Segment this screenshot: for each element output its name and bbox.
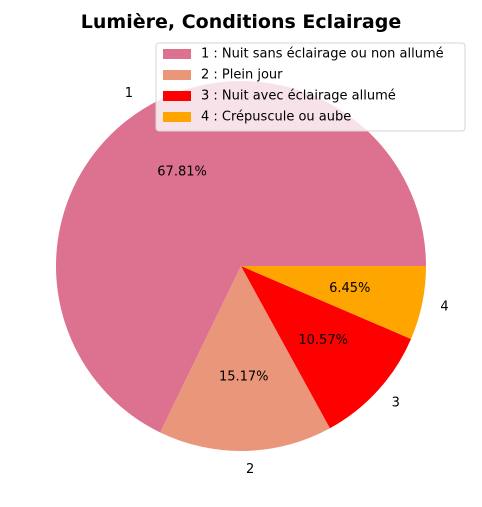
legend-label-1: 1 : Nuit sans éclairage ou non allumé	[201, 47, 444, 62]
legend-frame	[155, 42, 466, 132]
percent-labels: 67.81% 15.17% 10.57% 6.45%	[157, 164, 370, 384]
percent-label-2: 15.17%	[219, 369, 269, 384]
category-label-3: 3	[392, 395, 400, 410]
legend-label-3: 3 : Nuit avec éclairage allumé	[201, 89, 396, 104]
pie-slice-2	[160, 266, 330, 451]
pie-slice-4	[241, 266, 426, 339]
legend-label-2: 2 : Plein jour	[201, 68, 283, 83]
pie-slice-1	[55, 80, 426, 433]
legend-label-4: 4 : Crépuscule ou aube	[201, 110, 351, 125]
category-label-1: 1	[125, 86, 133, 101]
pie-slices	[55, 80, 426, 451]
category-label-2: 2	[246, 462, 254, 477]
legend-swatch-1	[163, 49, 191, 59]
percent-label-4: 6.45%	[329, 281, 370, 296]
legend-swatch-2	[163, 70, 191, 80]
legend: 1 : Nuit sans éclairage ou non allumé 2 :…	[155, 42, 466, 132]
legend-swatch-4	[163, 112, 191, 122]
percent-label-3: 10.57%	[298, 333, 348, 348]
category-labels: 1 2 3 4	[125, 86, 449, 477]
legend-swatch-3	[163, 91, 191, 101]
category-label-4: 4	[440, 299, 448, 314]
percent-label-1: 67.81%	[157, 164, 207, 179]
chart-title: Lumière, Conditions Eclairage	[81, 11, 401, 33]
pie-slice-3	[241, 266, 412, 429]
